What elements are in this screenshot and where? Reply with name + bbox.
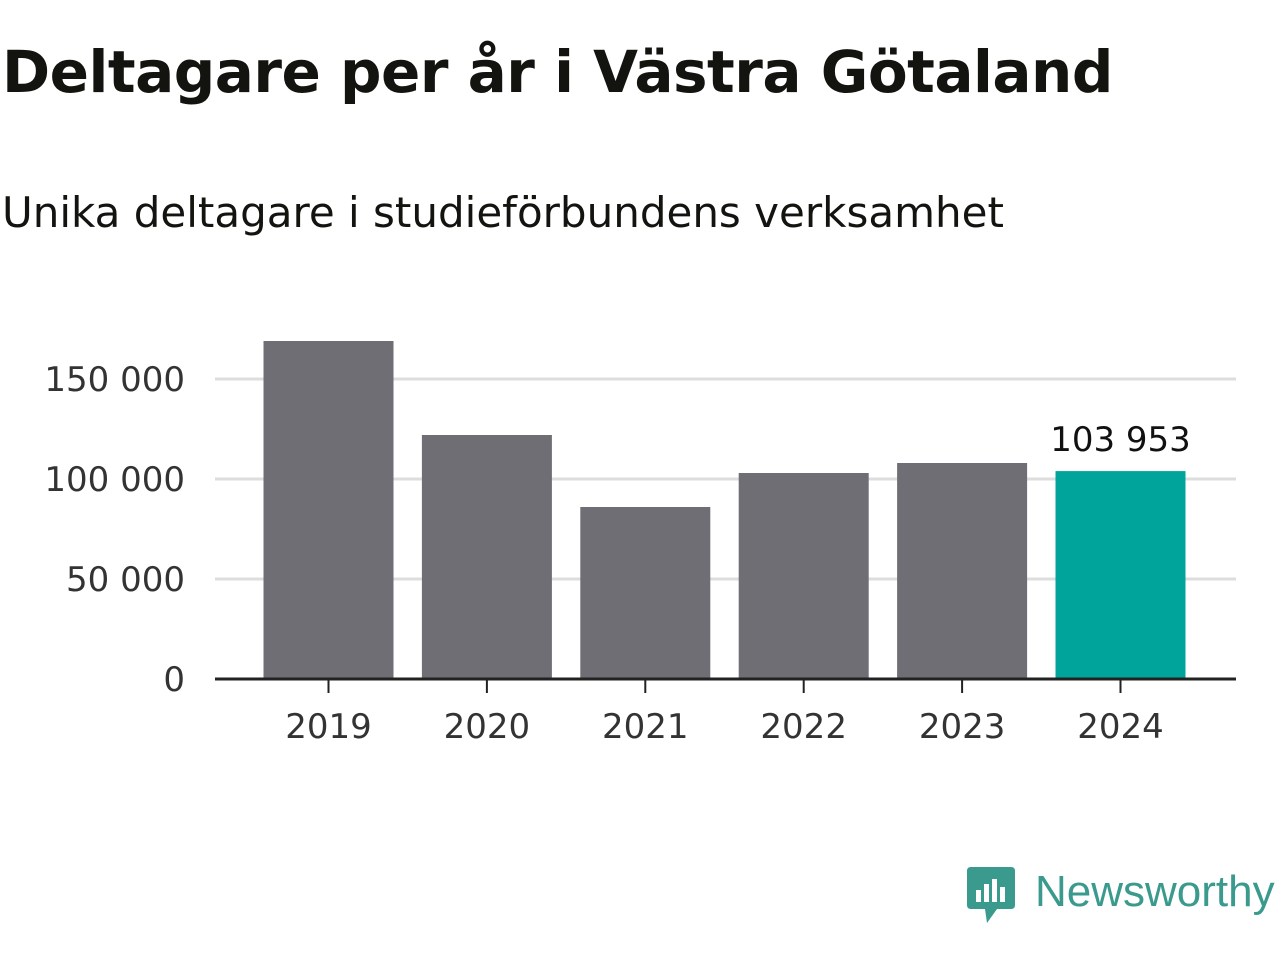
x-tick-label: 2023 <box>919 707 1006 747</box>
x-tick-label: 2020 <box>444 707 531 747</box>
y-tick-label: 100 000 <box>44 460 185 500</box>
bar <box>580 507 711 679</box>
bar <box>421 435 552 679</box>
x-tick-label: 2021 <box>602 707 689 747</box>
y-tick-label: 50 000 <box>66 560 185 600</box>
chart-subtitle: Unika deltagare i studieförbundens verks… <box>2 188 1004 237</box>
bar <box>1055 471 1186 679</box>
x-tick-label: 2019 <box>285 707 372 747</box>
bar <box>897 463 1028 679</box>
x-tick-label: 2024 <box>1077 707 1164 747</box>
bar <box>738 473 869 679</box>
chart-title: Deltagare per år i Västra Götaland <box>2 38 1113 106</box>
y-tick-label: 0 <box>163 660 185 700</box>
bar <box>263 341 394 679</box>
x-tick-label: 2022 <box>760 707 847 747</box>
data-label: 103 953 <box>1050 420 1191 460</box>
brand-name: Newsworthy <box>1035 867 1275 916</box>
newsworthy-logo-icon <box>967 867 1015 923</box>
y-tick-label: 150 000 <box>44 360 185 400</box>
brand-logo: Newsworthy <box>965 866 1275 926</box>
